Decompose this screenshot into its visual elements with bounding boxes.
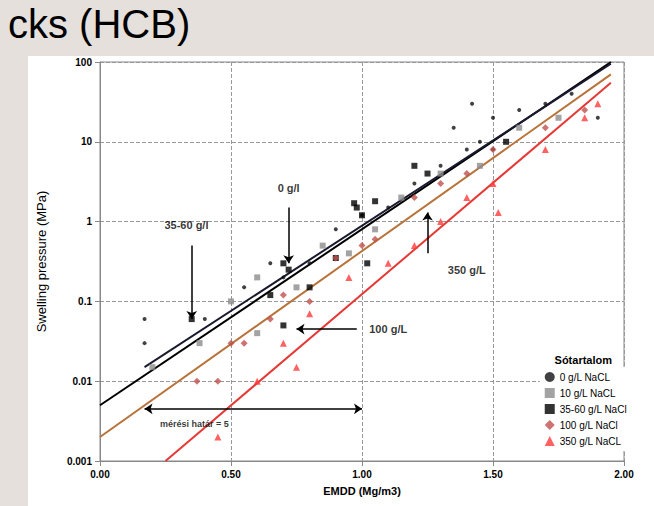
svg-text:0 g/l: 0 g/l — [278, 182, 300, 194]
svg-text:cks (HCB): cks (HCB) — [8, 2, 190, 46]
svg-text:1: 1 — [86, 216, 92, 227]
svg-text:2.00: 2.00 — [614, 469, 634, 480]
svg-text:mérési határ = 5: mérési határ = 5 — [160, 419, 229, 429]
svg-text:Sótartalom: Sótartalom — [555, 354, 613, 366]
svg-text:100 g/L NaCl: 100 g/L NaCl — [560, 420, 618, 431]
svg-text:350 g/L NaCL: 350 g/L NaCL — [560, 436, 622, 447]
svg-text:1.50: 1.50 — [483, 469, 503, 480]
svg-text:0.1: 0.1 — [78, 296, 92, 307]
svg-text:0.001: 0.001 — [67, 456, 92, 467]
svg-text:0 g/L NaCL: 0 g/L NaCL — [560, 372, 611, 383]
svg-text:350 g/L: 350 g/L — [448, 264, 486, 276]
svg-text:EMDD (Mg/m3): EMDD (Mg/m3) — [323, 485, 401, 497]
svg-text:35-60 g/L NaCl: 35-60 g/L NaCl — [560, 404, 627, 415]
svg-text:10 g/L NaCL: 10 g/L NaCL — [560, 388, 616, 399]
svg-text:1.00: 1.00 — [352, 469, 372, 480]
svg-text:100 g/L: 100 g/L — [369, 323, 407, 335]
svg-text:0.50: 0.50 — [221, 469, 241, 480]
svg-text:35-60 g/l: 35-60 g/l — [164, 219, 208, 231]
svg-text:10: 10 — [81, 136, 93, 147]
svg-text:0.00: 0.00 — [90, 469, 110, 480]
svg-text:0.01: 0.01 — [73, 376, 93, 387]
svg-text:Swelling pressure (MPa): Swelling pressure (MPa) — [34, 191, 49, 333]
svg-text:100: 100 — [75, 57, 92, 68]
